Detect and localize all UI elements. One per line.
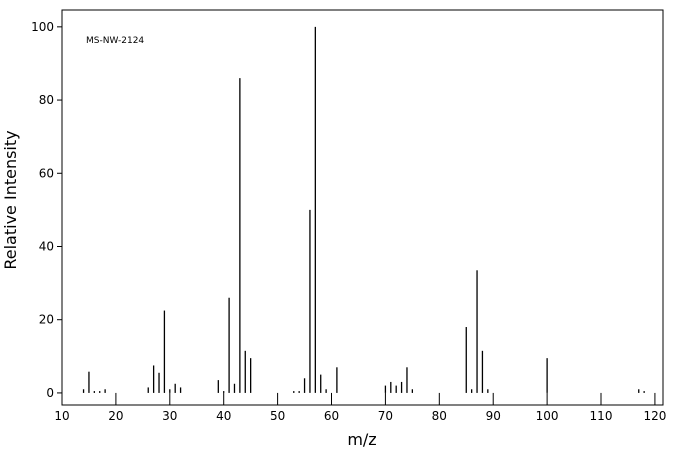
x-tick-label: 20 xyxy=(108,409,123,423)
y-tick-label: 100 xyxy=(31,20,54,34)
x-tick-label: 50 xyxy=(270,409,285,423)
x-tick-label: 120 xyxy=(643,409,666,423)
y-tick-label: 60 xyxy=(39,166,54,180)
annotation: MS-NW-2124 xyxy=(86,36,144,46)
plot-frame xyxy=(61,9,664,406)
y-tick-label: 40 xyxy=(39,239,54,253)
x-tick-label: 60 xyxy=(324,409,339,423)
y-tick-label: 80 xyxy=(39,93,54,107)
x-tick-label: 110 xyxy=(590,409,613,423)
x-tick-label: 100 xyxy=(536,409,559,423)
y-axis-label: Relative Intensity xyxy=(1,130,20,269)
y-tick-label: 0 xyxy=(46,386,54,400)
x-tick-label: 30 xyxy=(162,409,177,423)
x-tick-label: 40 xyxy=(216,409,231,423)
y-tick-label: 20 xyxy=(39,313,54,327)
x-tick-label: 70 xyxy=(378,409,393,423)
x-tick-label: 80 xyxy=(432,409,447,423)
x-tick-label: 10 xyxy=(54,409,69,423)
x-tick-label: 90 xyxy=(486,409,501,423)
x-axis-label: m/z xyxy=(347,430,376,449)
